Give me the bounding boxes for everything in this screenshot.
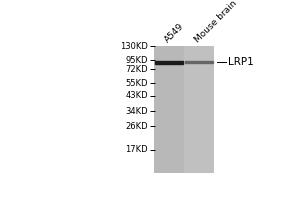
Text: 17KD: 17KD xyxy=(125,145,148,154)
Text: 43KD: 43KD xyxy=(125,91,148,100)
Text: 34KD: 34KD xyxy=(125,107,148,116)
Text: 72KD: 72KD xyxy=(125,65,148,74)
Bar xyxy=(185,61,213,63)
Text: LRP1: LRP1 xyxy=(228,57,254,67)
Text: 95KD: 95KD xyxy=(125,56,148,65)
Bar xyxy=(154,46,214,173)
Text: A549: A549 xyxy=(163,21,185,44)
Text: Mouse brain: Mouse brain xyxy=(193,0,238,44)
Text: 130KD: 130KD xyxy=(120,42,148,51)
Bar xyxy=(155,61,183,64)
Text: 55KD: 55KD xyxy=(125,79,148,88)
Text: 26KD: 26KD xyxy=(125,122,148,131)
Bar xyxy=(184,46,214,173)
